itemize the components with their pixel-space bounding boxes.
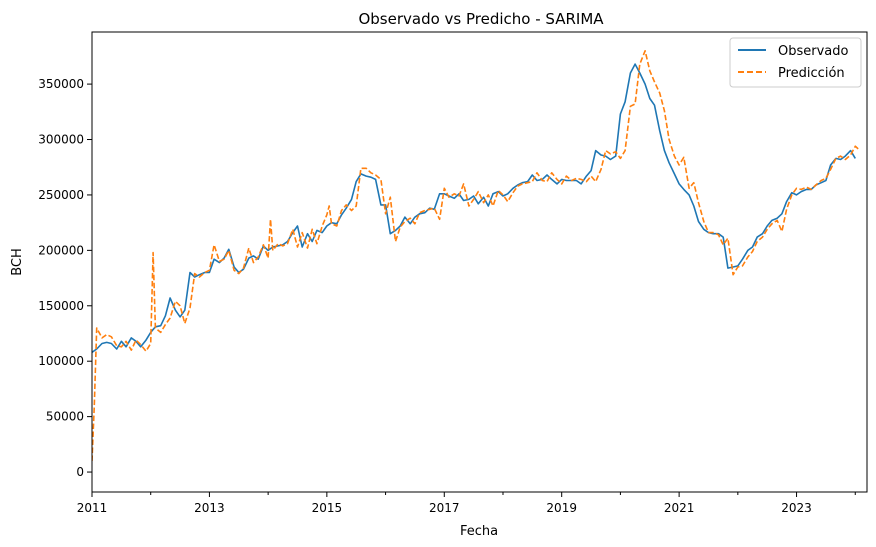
x-tick-label: 2023 [781,501,812,515]
plot-frame [91,31,868,493]
series-line-prediccion [92,50,861,462]
y-tick-label: 150000 [38,299,84,313]
chart-title: Observado vs Predicho - SARIMA [358,10,604,28]
x-tick-label: 2019 [546,501,577,515]
y-axis: 0 50000 100000 150000 200000 250000 300000 3500… [38,77,92,479]
x-tick-label: 2011 [77,501,108,515]
x-axis: 2011 2013 2015 2017 2019 2021 2023 [77,492,856,515]
legend-label-prediccion: Predicción [778,66,845,81]
y-tick-label: 300000 [38,133,84,147]
legend-label-observado: Observado [778,44,849,59]
x-tick-label: 2015 [312,501,343,515]
y-tick-label: 100000 [38,354,84,368]
y-tick-label: 350000 [38,77,84,91]
y-tick-label: 0 [76,465,84,479]
y-tick-label: 50000 [46,410,84,424]
x-tick-label: 2017 [429,501,460,515]
y-tick-label: 250000 [38,188,84,202]
x-tick-label: 2013 [194,501,225,515]
series-line-observado [92,63,856,353]
x-tick-label: 2021 [664,501,695,515]
y-axis-label: BCH [10,248,25,276]
x-axis-label: Fecha [460,524,498,539]
plot-area [92,50,861,462]
legend: Observado Predicción [729,37,862,88]
y-tick-label: 200000 [38,243,84,257]
